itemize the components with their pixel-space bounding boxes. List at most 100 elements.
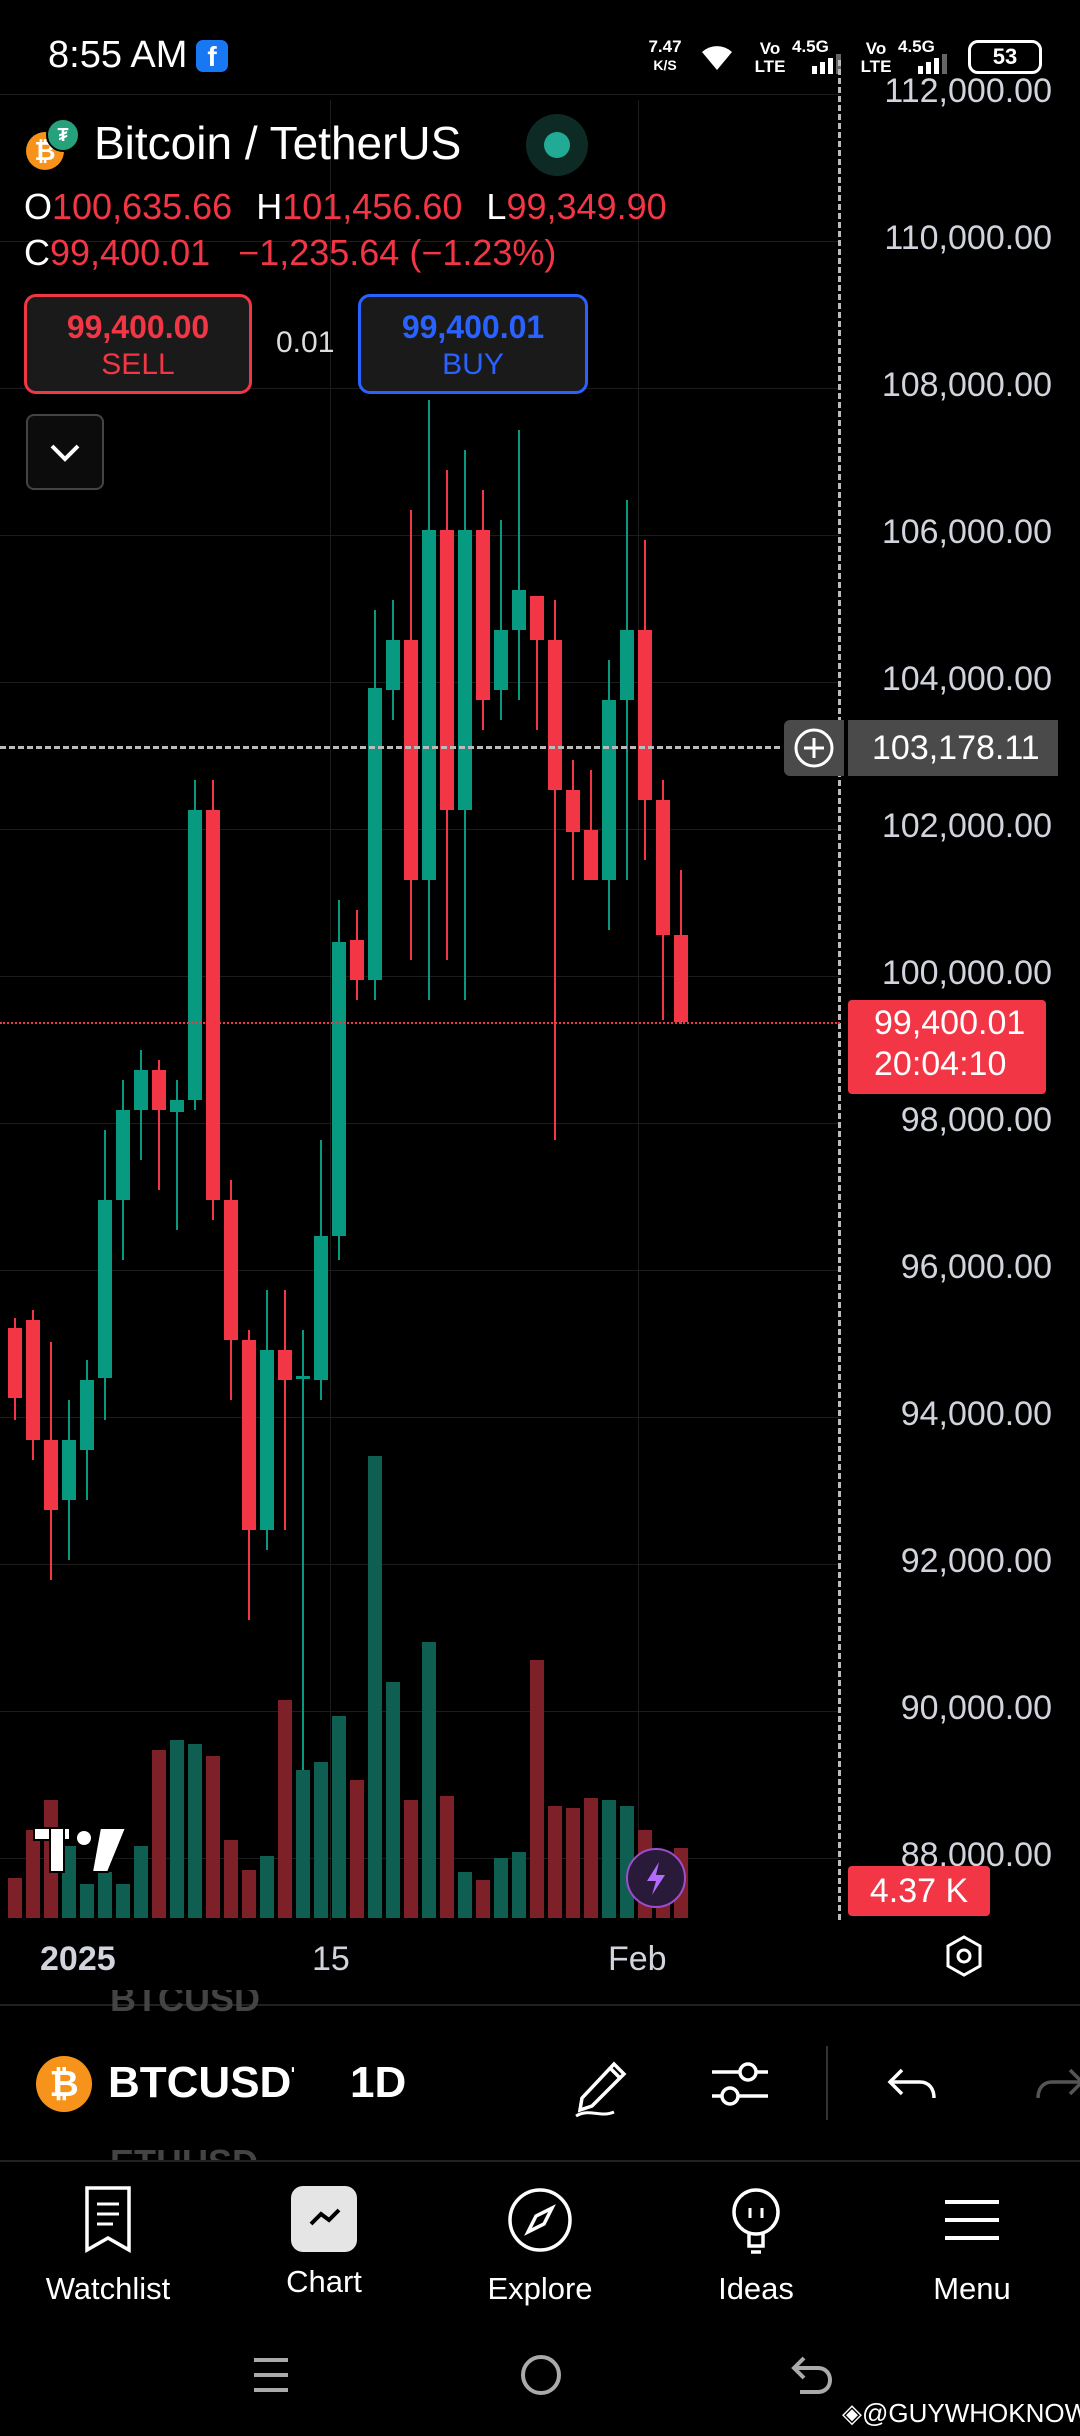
separator-2 — [0, 2160, 1080, 2162]
last-price-label: 99,400.01 20:04:10 — [848, 1000, 1046, 1094]
tab-ideas[interactable]: Ideas — [648, 2170, 864, 2307]
volume-bar — [458, 1872, 472, 1918]
sim2-volte-top: Vo — [865, 39, 887, 58]
plus-circle-icon — [794, 728, 834, 768]
candle-body — [368, 688, 382, 980]
volume-bar — [170, 1740, 184, 1918]
symbol-selector[interactable]: BTCUSDT — [108, 2058, 294, 2107]
sim1-volte: Vo LTE — [750, 40, 790, 76]
candle-body — [350, 940, 364, 980]
gridline-horizontal — [0, 829, 840, 830]
volume-bar — [512, 1852, 526, 1918]
market-open-dot — [544, 132, 570, 158]
gridline-horizontal — [0, 94, 840, 95]
quick-action-button[interactable] — [626, 1848, 686, 1908]
drawing-tools-button[interactable] — [566, 2046, 636, 2120]
collapse-legend-button[interactable] — [26, 414, 104, 490]
candle-body — [98, 1200, 112, 1378]
candle-body — [62, 1440, 76, 1500]
candlestick-chart[interactable] — [0, 0, 840, 1920]
candle-body — [170, 1100, 184, 1112]
candle-body — [206, 810, 220, 1200]
ohlc-row-1: O100,635.66 H101,456.60 L99,349.90 — [24, 186, 667, 228]
price-axis-label: 108,000.00 — [881, 366, 1052, 404]
home-icon — [521, 2355, 561, 2395]
candle-body — [422, 530, 436, 880]
volume-bar — [80, 1884, 94, 1918]
tab-explore[interactable]: Explore — [432, 2170, 648, 2307]
buy-button[interactable]: 99,400.01 BUY — [358, 294, 588, 394]
candle-body — [566, 790, 580, 832]
candle-body — [278, 1350, 292, 1380]
symbol-below: ETHUSD — [110, 2136, 258, 2162]
lightbulb-icon — [732, 2188, 780, 2254]
volume-bar — [314, 1762, 328, 1918]
nav-back-button[interactable] — [786, 2350, 836, 2400]
volume-bar — [8, 1878, 22, 1918]
volume-bar — [566, 1808, 580, 1918]
undo-button[interactable] — [882, 2054, 942, 2114]
candle-body — [530, 596, 544, 640]
candle-body — [260, 1350, 274, 1530]
tab-ideas-label: Ideas — [718, 2271, 794, 2306]
candle-body — [386, 640, 400, 690]
toolbar-divider — [826, 2046, 828, 2120]
candle-countdown: 20:04:10 — [874, 1045, 1007, 1083]
volume-bar — [26, 1830, 40, 1918]
candle-body — [80, 1380, 94, 1450]
candle-body — [332, 942, 346, 1236]
volume-bar — [206, 1756, 220, 1918]
price-axis-label: 96,000.00 — [900, 1248, 1052, 1286]
price-axis-label: 98,000.00 — [900, 1101, 1052, 1139]
tab-chart[interactable]: Chart — [216, 2170, 432, 2300]
time-axis-label-2025: 2025 — [40, 1940, 116, 1978]
undo-icon — [887, 2068, 936, 2099]
network-speed: 7.47 K/S — [640, 38, 690, 74]
volume-bar — [242, 1870, 256, 1918]
volume-bar — [260, 1856, 274, 1918]
crosshair-price-label: 103,178.11 — [848, 720, 1058, 776]
chart-icon — [291, 2186, 357, 2252]
network-speed-value: 7.47 — [648, 37, 682, 56]
toolbar-btc-logo: ₿ — [36, 2056, 92, 2112]
sell-button[interactable]: 99,400.00 SELL — [24, 294, 252, 394]
candle-body — [494, 630, 508, 690]
low-label: L — [486, 186, 507, 227]
interval-selector[interactable]: 1D — [350, 2058, 407, 2107]
indicators-button[interactable] — [706, 2052, 774, 2116]
add-alert-button[interactable] — [784, 720, 844, 776]
volume-bar — [332, 1716, 346, 1918]
tab-watchlist[interactable]: Watchlist — [0, 2170, 216, 2307]
gridline-horizontal — [0, 1564, 840, 1565]
candle-body — [674, 935, 688, 1022]
tab-menu[interactable]: Menu — [864, 2170, 1080, 2307]
compass-icon — [508, 2188, 572, 2252]
volume-bar — [188, 1744, 202, 1918]
volume-bar — [116, 1884, 130, 1918]
volume-bar — [404, 1800, 418, 1918]
redo-button[interactable] — [1030, 2054, 1080, 2114]
lightning-icon — [647, 1862, 665, 1895]
watchlist-icon — [85, 2186, 131, 2254]
chevron-down-icon — [50, 444, 80, 462]
close-value: 99,400.01 — [50, 232, 211, 273]
gridline-horizontal — [0, 1711, 840, 1712]
symbol-title[interactable]: Bitcoin / TetherUS — [94, 117, 462, 169]
gridline-horizontal — [0, 1858, 840, 1859]
candle-body — [152, 1070, 166, 1110]
high-label: H — [256, 186, 283, 227]
nav-recents-button[interactable] — [246, 2350, 296, 2400]
chart-settings-button[interactable] — [940, 1932, 988, 1980]
gridline-horizontal — [0, 535, 840, 536]
volume-bar — [224, 1840, 238, 1918]
crosshair-horizontal — [0, 746, 780, 749]
facebook-notification-icon: f — [196, 40, 228, 72]
tradingview-logo — [30, 1822, 132, 1880]
back-icon — [791, 2356, 833, 2394]
price-axis-label: 106,000.00 — [881, 513, 1052, 551]
price-axis-label: 110,000.00 — [884, 219, 1052, 257]
ohlc-row-2: C99,400.01 −1,235.64 (−1.23%) — [24, 232, 556, 274]
nav-home-button[interactable] — [516, 2350, 566, 2400]
candle-body — [584, 830, 598, 880]
watermark-icon: ◈ — [842, 2398, 862, 2428]
